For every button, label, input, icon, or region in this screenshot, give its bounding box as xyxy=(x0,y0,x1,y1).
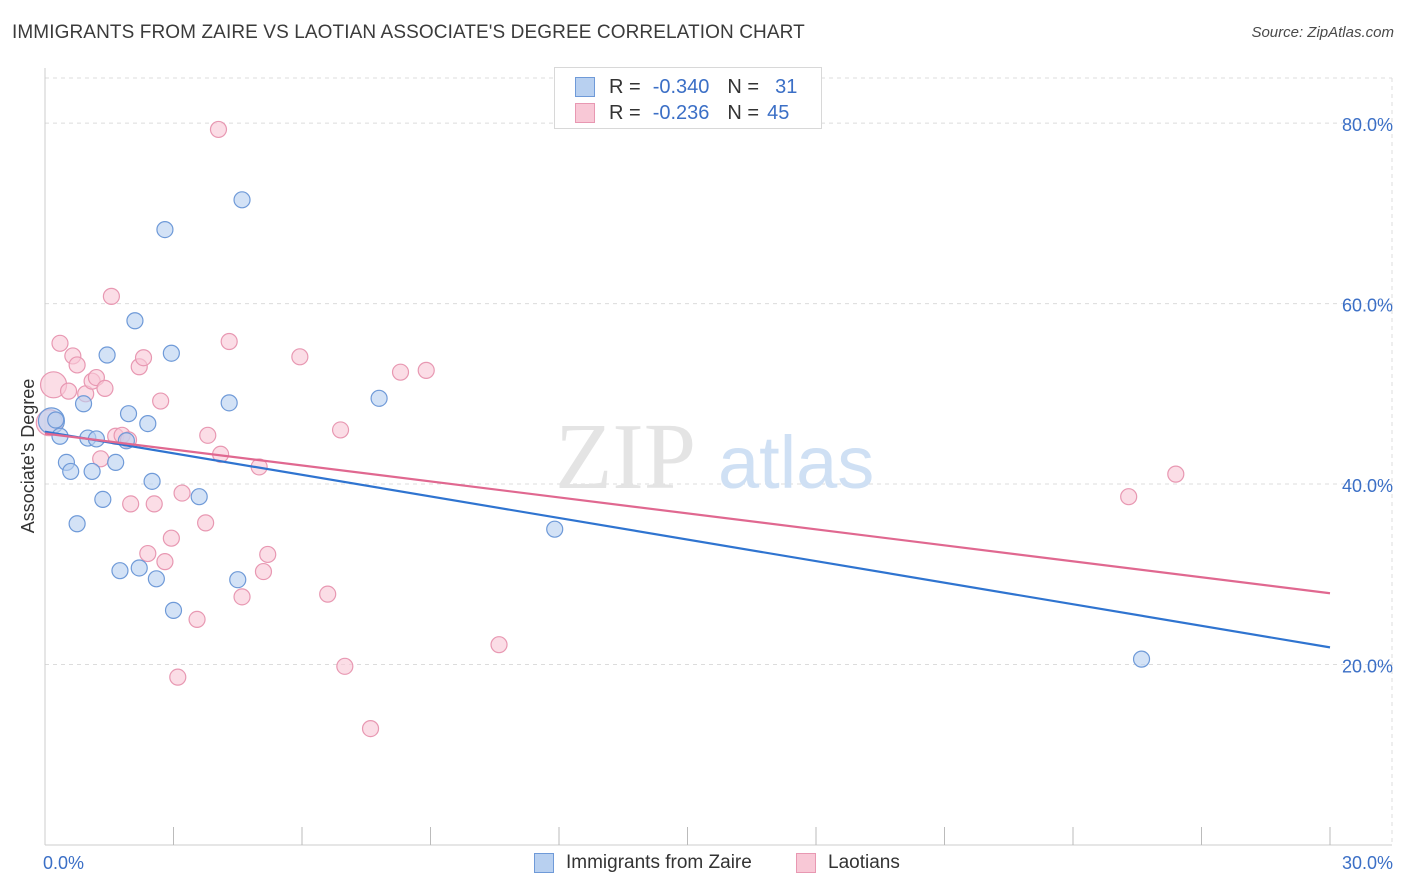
laotians-point xyxy=(233,588,251,606)
n-value: 45 xyxy=(767,101,790,124)
laotians-point xyxy=(490,636,508,654)
laotians-point xyxy=(169,668,187,686)
laotians-point xyxy=(259,545,277,564)
laotians-point xyxy=(156,553,174,571)
legend-row-laotians: R = -0.236 N = 45 xyxy=(575,101,789,125)
stats-legend: R = -0.340 N = 31 R = -0.236 N = 45 xyxy=(554,67,822,129)
r-label: R = xyxy=(609,101,641,124)
zaire-point xyxy=(68,515,86,533)
laotians-point xyxy=(331,421,350,439)
legend-row-zaire: R = -0.340 N = 31 xyxy=(575,75,797,99)
laotians-swatch xyxy=(575,103,595,123)
watermark: ZIP atlas xyxy=(555,405,874,509)
zaire-point xyxy=(370,389,388,407)
laotians-point xyxy=(361,719,380,738)
zaire-point xyxy=(130,559,148,577)
n-label: N = xyxy=(727,75,760,98)
zaire-point xyxy=(220,394,238,412)
laotians-point xyxy=(291,348,309,366)
laotians-point xyxy=(173,484,191,502)
laotians-point xyxy=(122,495,140,513)
zaire-point xyxy=(164,601,183,619)
laotians-point xyxy=(51,334,69,352)
zaire-legend-swatch xyxy=(534,853,554,873)
y-axis-label: Associate's Degree xyxy=(18,379,38,534)
tick-labels: 20.0% 40.0% 60.0% 80.0% 0.0% 30.0% xyxy=(43,115,1393,873)
laotians-point xyxy=(1167,465,1185,483)
r-value: -0.236 xyxy=(652,101,710,124)
zaire-point xyxy=(126,312,144,330)
laotians-point xyxy=(336,657,354,675)
legend-item-zaire[interactable]: Immigrants from Zaire xyxy=(534,852,752,874)
trend-lines xyxy=(44,430,1331,649)
zaire-point xyxy=(190,488,208,506)
laotians-point xyxy=(1120,488,1138,506)
zaire-point xyxy=(119,405,138,423)
laotians-point xyxy=(254,562,273,581)
n-value: 31 xyxy=(775,75,798,98)
laotians-point xyxy=(417,361,435,379)
zaire-point xyxy=(139,415,157,433)
chart-title: IMMIGRANTS FROM ZAIRE VS LAOTIAN ASSOCIA… xyxy=(12,22,805,43)
y-tick-label: 60.0% xyxy=(1342,296,1393,316)
laotians-point xyxy=(391,363,410,381)
y-tick-label: 20.0% xyxy=(1342,657,1393,677)
laotians-legend-swatch xyxy=(796,853,816,873)
r-label: R = xyxy=(609,75,641,98)
zaire-point xyxy=(94,490,112,508)
legend-item-laotians[interactable]: Laotians xyxy=(796,852,900,874)
zaire-point xyxy=(111,562,129,580)
laotians-point xyxy=(162,529,180,547)
zaire-point xyxy=(62,462,80,481)
laotians-point xyxy=(209,120,228,139)
series-legend: Immigrants from Zaire Laotians xyxy=(0,852,1406,878)
zaire-swatch xyxy=(575,77,595,97)
zaire-point xyxy=(156,220,174,239)
y-tick-label: 80.0% xyxy=(1342,115,1393,135)
laotians-point xyxy=(68,356,86,374)
zaire-point xyxy=(233,191,251,209)
laotians-point xyxy=(152,392,170,410)
laotians-point xyxy=(96,379,114,398)
zaire-point xyxy=(143,472,161,490)
x-tick-label: 30.0% xyxy=(1342,853,1393,873)
laotians-trend-line xyxy=(44,432,1331,595)
axes xyxy=(44,68,1392,846)
watermark-atlas: atlas xyxy=(718,421,874,504)
zaire-point xyxy=(74,395,93,413)
zaire-point xyxy=(47,411,65,429)
laotians-point xyxy=(188,610,206,629)
zaire-legend-label: Immigrants from Zaire xyxy=(566,852,752,873)
laotians-legend-label: Laotians xyxy=(828,852,900,873)
laotians-point xyxy=(59,382,78,400)
y-tick-label: 40.0% xyxy=(1342,476,1393,496)
zaire-trend-line xyxy=(44,430,1331,649)
zaire-point xyxy=(147,570,165,588)
source-label: Source: ZipAtlas.com xyxy=(1251,24,1394,41)
zaire-point xyxy=(162,344,180,362)
r-value: -0.340 xyxy=(652,75,710,98)
watermark-zip: ZIP xyxy=(555,405,696,509)
zaire-point xyxy=(83,462,101,481)
zaire-point xyxy=(546,520,564,538)
zaire-point xyxy=(107,453,125,472)
laotians-point xyxy=(220,332,238,351)
laotians-point xyxy=(199,426,217,444)
laotians-point xyxy=(145,495,163,513)
laotians-point xyxy=(134,349,153,367)
x-tick-label: 0.0% xyxy=(43,853,84,873)
laotians-point xyxy=(139,544,157,563)
zaire-point xyxy=(229,571,247,589)
zaire-point xyxy=(98,346,116,364)
n-label: N = xyxy=(727,101,760,124)
zaire-points xyxy=(37,191,1151,668)
laotians-point xyxy=(102,287,120,305)
laotians-point xyxy=(319,585,337,603)
zaire-point xyxy=(1132,650,1151,668)
laotians-point xyxy=(197,514,215,532)
